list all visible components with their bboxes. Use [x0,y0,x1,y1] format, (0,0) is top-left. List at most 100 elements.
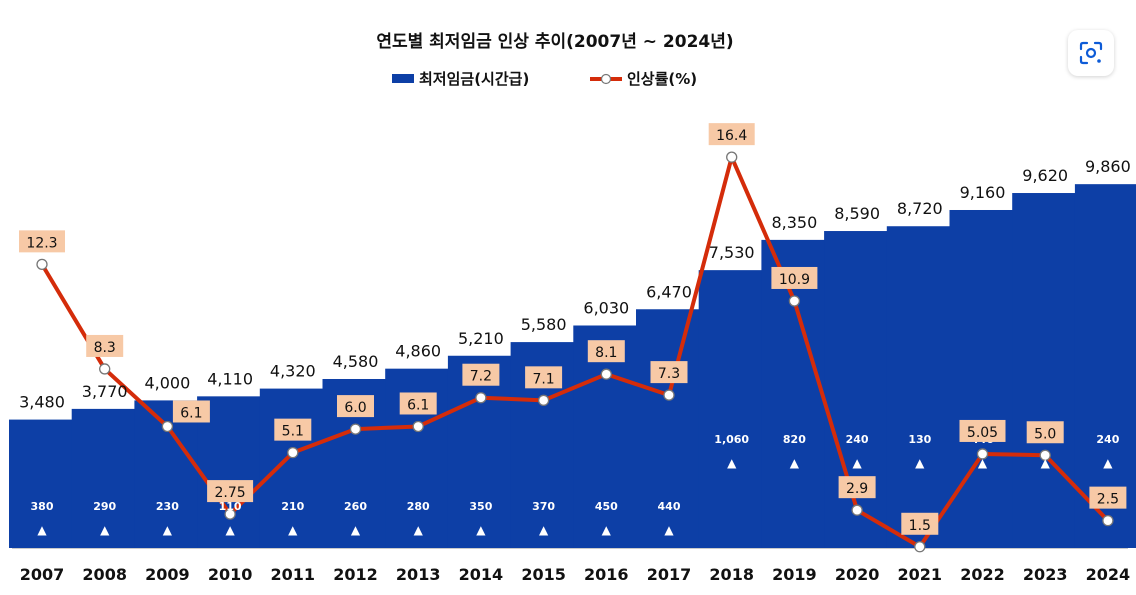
x-tick-2013: 2013 [396,565,441,584]
rate-label-2017: 7.3 [658,366,680,382]
x-tick-2018: 2018 [709,565,754,584]
labels-layer: 3,480 2007 380 ▲ 3,770 2008 290 ▲ 4,000 2009 230 ▲ 4… [19,123,1131,584]
rate-point-2017 [663,389,675,401]
rate-label-2007: 12.3 [26,235,57,251]
rate-point-2010 [224,508,236,520]
bar-2014 [447,355,514,548]
rate-label-2022: 5.05 [967,425,998,441]
x-tick-2017: 2017 [647,565,692,584]
rate-label-2014: 7.2 [470,369,492,385]
bar-value-label-2017: 6,470 [646,282,692,301]
rate-label-2024: 2.5 [1097,492,1119,508]
increase-marker-2013: ▲ [414,523,424,537]
rate-point-2018 [726,151,738,163]
rate-point-2022 [976,448,989,460]
rate-point-2014 [475,392,487,404]
rate-label-2013: 6.1 [407,397,429,413]
increase-marker-2017: ▲ [664,523,674,537]
increase-amount-2014: 350 [469,500,492,513]
increase-amount-2017: 440 [658,500,681,513]
rate-label-box-2018 [708,123,755,146]
increase-marker-2024: ▲ [1103,456,1113,470]
rate-label-box-2012 [337,395,374,418]
bar-value-label-2011: 4,320 [270,362,316,381]
x-tick-2012: 2012 [333,565,378,584]
rate-label-box-2010 [207,480,254,503]
bar-value-label-2012: 4,580 [333,352,379,371]
increase-amount-2012: 260 [344,500,367,513]
x-tick-2016: 2016 [584,565,629,584]
x-tick-2015: 2015 [521,565,566,584]
lens-icon [1079,41,1103,65]
increase-marker-2021: ▲ [915,456,925,470]
rate-label-box-2016 [587,340,625,363]
rate-label-2021: 1.5 [909,518,931,534]
increase-marker-2007: ▲ [37,523,47,537]
rate-point-2008 [99,363,111,375]
increase-amount-2024: 240 [1096,433,1119,446]
bar-value-label-2019: 8,350 [771,213,817,232]
increase-amount-2013: 280 [407,500,430,513]
bar-2023 [1012,193,1079,548]
rate-label-box-2017 [650,361,688,384]
bar-value-label-2021: 8,720 [897,199,943,218]
rate-label-box-2019 [771,266,818,289]
increase-amount-2020: 240 [846,433,869,446]
bar-2017 [636,309,702,548]
rate-label-2016: 8.1 [595,345,617,361]
lens-button[interactable] [1068,30,1114,76]
rate-label-box-2013 [399,392,437,415]
bar-2018 [698,270,765,548]
increase-amount-2008: 290 [93,500,116,513]
rate-label-2020: 2.9 [846,481,868,497]
legend-line-marker [600,73,612,85]
bar-2016 [573,325,640,548]
increase-marker-2009: ▲ [163,523,173,537]
rate-label-box-2014 [462,363,500,386]
x-tick-2009: 2009 [145,565,190,584]
bar-value-label-2009: 4,000 [144,373,190,392]
rate-point-2013 [412,420,424,433]
rate-label-box-2015 [525,366,563,389]
bar-value-label-2020: 8,590 [834,204,880,223]
x-tick-2008: 2008 [82,565,127,584]
rate-point-2015 [537,394,550,406]
rate-point-2019 [788,295,801,307]
increase-amount-2019: 820 [783,433,806,446]
increase-marker-2011: ▲ [288,523,298,537]
rate-label-2023: 5.0 [1034,426,1056,442]
rate-point-2009 [161,420,174,433]
x-tick-2019: 2019 [772,565,817,584]
increase-marker-2020: ▲ [852,456,862,470]
rate-point-2011 [287,446,299,459]
rate-point-2024 [1102,514,1114,527]
rate-label-box-2021 [901,512,939,535]
rate-label-2010: 2.75 [215,485,246,501]
bar-2008 [71,408,138,548]
increase-amount-2021: 130 [908,433,931,446]
legend: 최저임금(시간급) 인상률(%) [392,70,697,88]
x-tick-2020: 2020 [835,565,880,584]
bar-2021 [886,226,953,548]
increase-amount-2011: 210 [281,500,304,513]
increase-amount-2010: 110 [219,500,242,513]
rate-label-box-2020 [838,476,876,499]
increase-marker-2015: ▲ [539,523,549,537]
rate-label-2009: 6.1 [180,405,202,421]
chart-title: 연도별 최저임금 인상 추이(2007년 ~ 2024년) [376,31,733,52]
rate-label-2008: 8.3 [94,340,116,356]
increase-marker-2018: ▲ [727,456,737,470]
rate-label-2019: 10.9 [779,272,810,288]
rate-label-2015: 7.1 [532,371,554,387]
increase-amount-2018: 1,060 [714,433,749,446]
increase-amount-2007: 380 [31,500,54,513]
x-tick-2010: 2010 [208,565,253,584]
x-tick-2011: 2011 [271,565,316,584]
increase-marker-2012: ▲ [351,523,361,537]
rate-label-box-2007 [19,230,65,253]
rate-point-2016 [600,368,612,380]
legend-bar-swatch [392,74,414,83]
bar-value-label-2008: 3,770 [82,382,128,401]
legend-bar-label: 최저임금(시간급) [419,70,529,88]
rate-label-2018: 16.4 [716,128,747,144]
